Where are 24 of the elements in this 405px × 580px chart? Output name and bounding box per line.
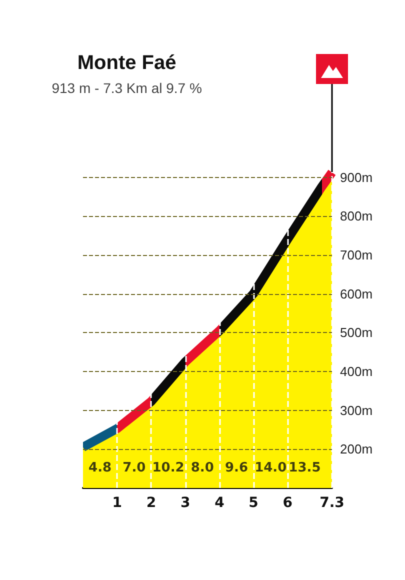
x-tick-label: 2 xyxy=(146,495,156,511)
annotation: 10.2 xyxy=(152,460,184,476)
y-tick-label: 600m xyxy=(340,286,373,302)
x-tick-label: 5 xyxy=(248,495,258,511)
chart-title: Monte Faé xyxy=(77,52,176,74)
annotation: 9.6 xyxy=(224,460,248,476)
x-tick-label: 1 xyxy=(112,495,122,511)
annotation: 14.0 xyxy=(254,460,287,476)
annotation: 8.0 xyxy=(190,460,214,476)
x-tick-label: 3 xyxy=(180,495,190,511)
x-tick-label: 7.3 xyxy=(320,495,344,511)
y-tick-label: 700m xyxy=(340,248,373,263)
annotation: 7.0 xyxy=(122,460,146,476)
y-tick-label: 500m xyxy=(340,325,373,340)
y-tick-label: 900m xyxy=(340,170,373,185)
x-tick-label: 4 xyxy=(214,495,225,511)
chart-subtitle: 913 m - 7.3 Km al 9.7 % xyxy=(52,80,202,96)
x-tick-label: 6 xyxy=(282,495,293,511)
y-tick-label: 300m xyxy=(340,402,373,418)
annotation: 4.8 xyxy=(88,460,112,476)
y-tick-label: 800m xyxy=(340,208,373,224)
y-tick-label: 400m xyxy=(340,364,373,380)
y-tick-label: 200m xyxy=(340,442,373,457)
annotation: 13.5 xyxy=(288,460,321,476)
